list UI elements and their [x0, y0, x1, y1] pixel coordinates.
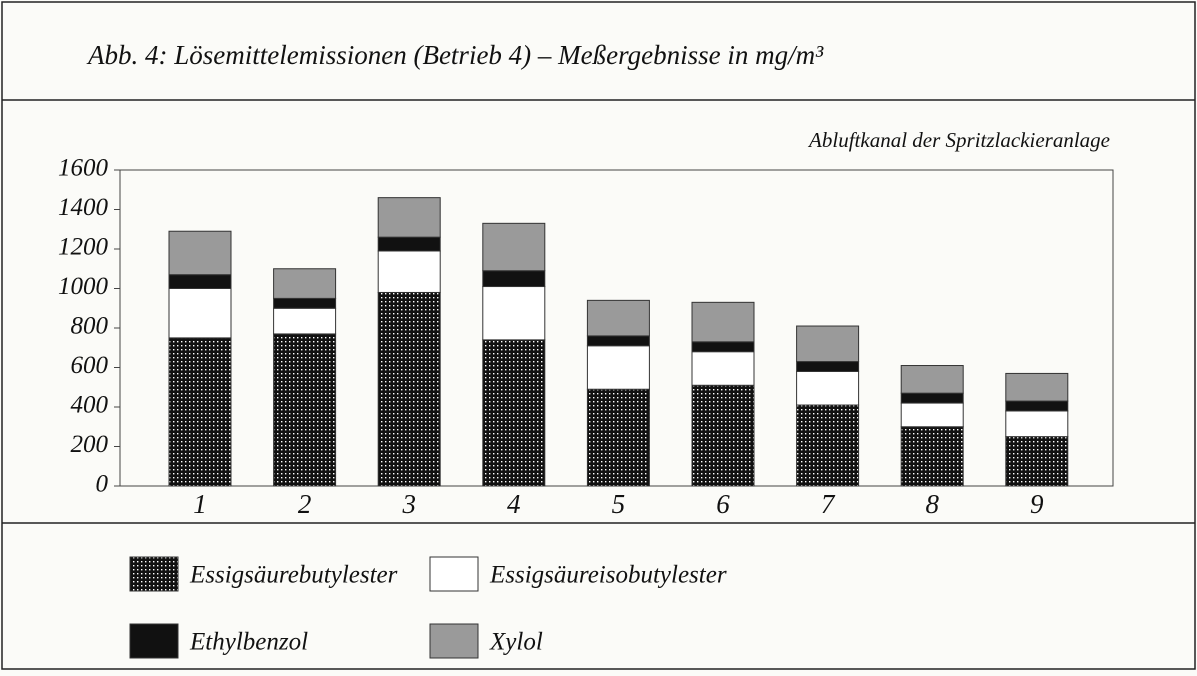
y-tick-label: 1400 — [58, 194, 109, 221]
y-tick-label: 1200 — [58, 234, 109, 261]
bar-segment — [482, 222, 546, 272]
bar-segment — [900, 402, 964, 428]
legend-swatch — [429, 623, 479, 659]
bar-segment — [168, 288, 232, 339]
x-tick-label: 8 — [925, 489, 939, 519]
bar-segment — [900, 392, 964, 404]
legend-label: Ethylbenzol — [189, 629, 308, 656]
bar-segment — [168, 230, 232, 276]
bar-segment — [482, 286, 546, 341]
bar-segment — [691, 351, 755, 386]
y-tick-label: 1600 — [58, 155, 109, 182]
bar-segment — [586, 388, 650, 487]
bar-segment — [691, 301, 755, 343]
chart-subtitle: Abluftkanal der Spritzlackieranlage — [807, 128, 1110, 152]
x-tick-label: 9 — [1030, 489, 1044, 519]
bar-segment — [796, 404, 860, 487]
legend-swatch — [129, 556, 179, 592]
bar-segment — [1005, 410, 1069, 438]
bar-segment — [900, 365, 964, 394]
bar-segment — [482, 339, 546, 487]
bar-segment — [796, 361, 860, 372]
bar-segment — [273, 333, 337, 487]
x-tick-label: 4 — [507, 489, 521, 519]
bar-segment — [377, 197, 441, 238]
x-tick-label: 2 — [298, 489, 312, 519]
bar-segment — [273, 307, 337, 335]
bar-segment — [586, 335, 650, 347]
x-tick-label: 5 — [612, 489, 626, 519]
x-tick-label: 7 — [821, 489, 836, 519]
bar-segment — [482, 270, 546, 288]
bar-segment — [377, 236, 441, 252]
bar-segment — [273, 297, 337, 309]
bar-segment — [796, 370, 860, 406]
y-tick-label: 200 — [71, 431, 109, 458]
bar-segment — [691, 384, 755, 487]
legend-label: Xylol — [489, 629, 543, 656]
bar-segment — [1005, 436, 1069, 487]
x-tick-label: 6 — [716, 489, 730, 519]
x-tick-label: 1 — [193, 489, 207, 519]
bar-segment — [377, 250, 441, 293]
bar-segment — [900, 426, 964, 487]
y-tick-label: 400 — [71, 392, 109, 419]
y-tick-label: 0 — [96, 471, 109, 498]
bar-segment — [168, 274, 232, 289]
legend-swatch — [429, 556, 479, 592]
legend-label: Essigsäureisobutylester — [489, 562, 727, 589]
bar-segment — [691, 341, 755, 353]
bar-segment — [1005, 400, 1069, 412]
bar-segment — [796, 325, 860, 363]
bar-segment — [377, 291, 441, 487]
bar-segment — [586, 299, 650, 337]
chart-title: Abb. 4: Lösemittelemissionen (Betrieb 4)… — [86, 40, 824, 70]
bar-segment — [168, 337, 232, 487]
bar-segment — [273, 268, 337, 299]
legend-label: Essigsäurebutylester — [189, 562, 398, 589]
y-tick-label: 1000 — [58, 273, 109, 300]
y-tick-label: 800 — [71, 313, 109, 340]
legend-swatch — [129, 623, 179, 659]
y-tick-label: 600 — [71, 352, 109, 379]
bar-segment — [586, 345, 650, 390]
bar-segment — [1005, 372, 1069, 402]
x-tick-label: 3 — [401, 489, 416, 519]
